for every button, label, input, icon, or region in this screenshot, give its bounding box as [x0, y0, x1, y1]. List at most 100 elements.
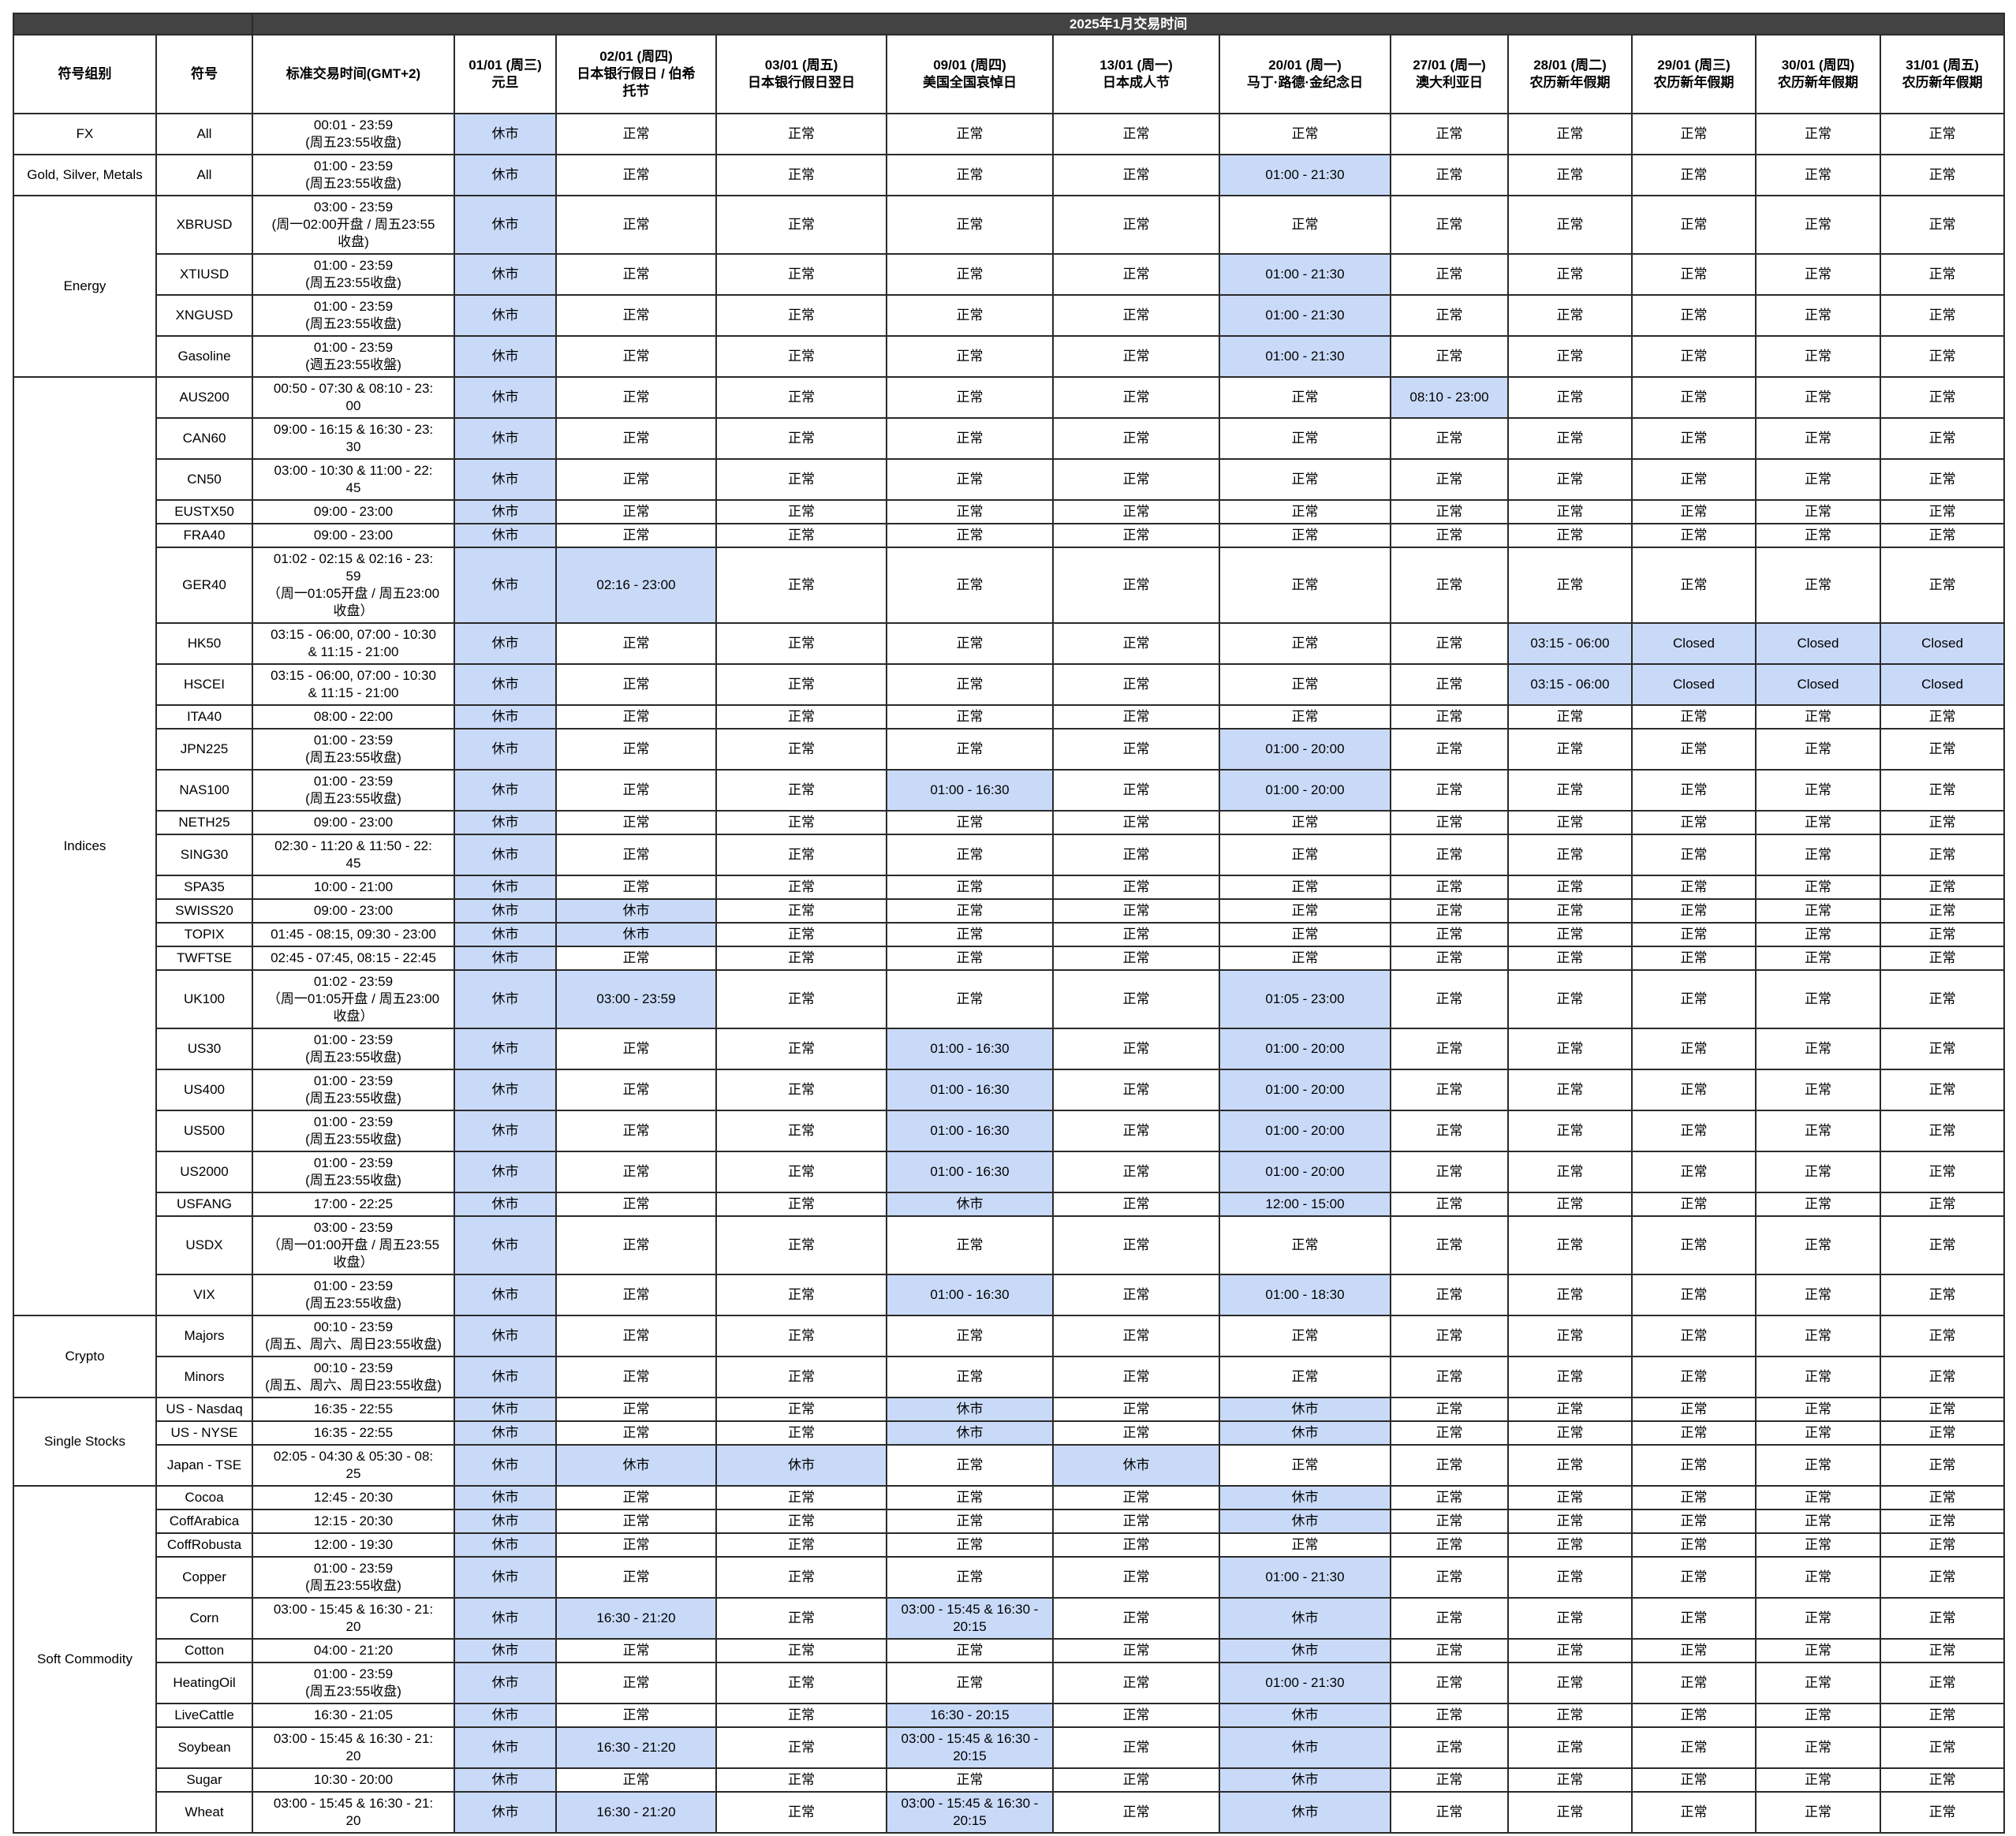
holiday-status-cell: 正常: [1631, 1069, 1757, 1111]
holiday-status-cell: 休市: [1219, 1485, 1391, 1510]
holiday-status-cell: 正常: [1631, 834, 1757, 876]
standard-hours-cell: 02:45 - 07:45, 08:15 - 22:45: [252, 946, 455, 971]
column-header: 29/01 (周三) 农历新年假期: [1631, 34, 1757, 114]
holiday-status-cell: 正常: [1879, 154, 2006, 196]
holiday-status-cell: 正常: [886, 1532, 1054, 1558]
symbol-cell: US500: [155, 1110, 253, 1152]
holiday-status-cell: 正常: [1879, 1069, 2006, 1111]
holiday-status-cell: 正常: [1631, 253, 1757, 296]
holiday-status-cell: 正常: [886, 499, 1054, 524]
holiday-status-cell: 正常: [1755, 898, 1881, 924]
holiday-status-cell: 正常: [1631, 523, 1757, 548]
standard-hours-cell: 10:30 - 20:00: [252, 1767, 455, 1793]
holiday-status-cell: 正常: [1219, 499, 1391, 524]
holiday-status-cell: 正常: [1507, 376, 1633, 419]
holiday-status-cell: 01:05 - 23:00: [1219, 969, 1391, 1029]
holiday-status-cell: 正常: [1052, 113, 1220, 155]
holiday-status-cell: 正常: [1631, 113, 1757, 155]
standard-hours-cell: 00:10 - 23:59 (周五、周六、周日23:55收盘): [252, 1315, 455, 1357]
holiday-status-cell: 正常: [1390, 1356, 1509, 1398]
standard-hours-cell: 16:35 - 22:55: [252, 1397, 455, 1422]
holiday-status-cell: 03:00 - 15:45 & 16:30 - 20:15: [886, 1726, 1054, 1769]
standard-hours-cell: 09:00 - 23:00: [252, 523, 455, 548]
holiday-status-cell: 正常: [886, 113, 1054, 155]
holiday-status-cell: 正常: [1631, 969, 1757, 1029]
standard-hours-cell: 01:00 - 23:59 (周五23:55收盘): [252, 294, 455, 337]
holiday-status-cell: 正常: [1507, 1726, 1633, 1769]
holiday-status-cell: 正常: [1219, 1315, 1391, 1357]
holiday-status-cell: 正常: [1755, 523, 1881, 548]
holiday-status-cell: 16:30 - 21:20: [555, 1597, 717, 1640]
table-row: Energy XBRUSD 03:00 - 23:59 (周一02:00开盘 / 周…: [13, 195, 2006, 378]
holiday-status-cell: 休市: [454, 1726, 557, 1769]
holiday-status-cell: 正常: [886, 417, 1054, 460]
holiday-status-cell: 正常: [1755, 1028, 1881, 1070]
holiday-status-cell: 正常: [1879, 1662, 2006, 1704]
holiday-status-cell: 正常: [1507, 1767, 1633, 1793]
holiday-status-cell: 正常: [555, 458, 717, 501]
standard-hours-cell: 12:45 - 20:30: [252, 1485, 455, 1510]
holiday-status-cell: 正常: [1219, 195, 1391, 255]
holiday-status-cell: 休市: [454, 523, 557, 548]
holiday-status-cell: 正常: [555, 154, 717, 196]
holiday-status-cell: 正常: [1507, 769, 1633, 812]
column-header: 20/01 (周一) 马丁·路德·金纪念日: [1219, 34, 1391, 114]
standard-hours-cell: 01:00 - 23:59 (周五23:55收盘): [252, 728, 455, 771]
symbol-group-cell: Energy: [13, 195, 157, 378]
holiday-status-cell: 正常: [1879, 1420, 2006, 1446]
holiday-status-cell: 正常: [1390, 1638, 1509, 1663]
holiday-status-cell: 正常: [886, 1638, 1054, 1663]
holiday-status-cell: 正常: [1052, 1485, 1220, 1510]
holiday-status-cell: 01:00 - 16:30: [886, 1151, 1054, 1193]
holiday-status-cell: 正常: [1507, 1274, 1633, 1316]
standard-hours-cell: 00:01 - 23:59 (周五23:55收盘): [252, 113, 455, 155]
holiday-status-cell: 正常: [1052, 1597, 1220, 1640]
holiday-status-cell: 正常: [1755, 1556, 1881, 1599]
holiday-status-cell: 正常: [886, 1767, 1054, 1793]
holiday-status-cell: 01:00 - 20:00: [1219, 1151, 1391, 1193]
holiday-status-cell: 休市: [454, 834, 557, 876]
holiday-status-cell: 正常: [715, 769, 887, 812]
holiday-status-cell: 正常: [555, 294, 717, 337]
holiday-status-cell: 正常: [1052, 1397, 1220, 1422]
standard-hours-cell: 12:00 - 19:30: [252, 1532, 455, 1558]
holiday-status-cell: 正常: [715, 898, 887, 924]
column-header: 02/01 (周四) 日本银行假日 / 伯希 托节: [555, 34, 717, 114]
holiday-status-cell: 正常: [1879, 1703, 2006, 1728]
holiday-status-cell: 正常: [1631, 946, 1757, 971]
holiday-status-cell: 正常: [1879, 728, 2006, 771]
table-row: CoffArabica 12:15 - 20:30 休市 正常 正常 正常 正常 休市 正常 正常…: [13, 1509, 2006, 1534]
column-header: 31/01 (周五) 农历新年假期: [1879, 34, 2006, 114]
symbol-cell: Soybean: [155, 1726, 253, 1769]
holiday-status-cell: 正常: [1755, 1638, 1881, 1663]
holiday-status-cell: 休市: [454, 946, 557, 971]
column-header: 符号: [155, 34, 253, 114]
holiday-status-cell: 正常: [1631, 1215, 1757, 1275]
holiday-status-cell: 正常: [1879, 1110, 2006, 1152]
holiday-status-cell: 01:00 - 20:00: [1219, 769, 1391, 812]
column-header: 符号组别: [13, 34, 157, 114]
holiday-status-cell: 正常: [1507, 113, 1633, 155]
holiday-status-cell: 正常: [715, 1397, 887, 1422]
holiday-status-cell: 正常: [1879, 1638, 2006, 1663]
symbol-cell: Japan - TSE: [155, 1444, 253, 1487]
table-row: US400 01:00 - 23:59 (周五23:55收盘) 休市 正常 正常 01:0…: [13, 1069, 2006, 1111]
holiday-status-cell: 正常: [1507, 1791, 1633, 1834]
holiday-status-cell: 正常: [1631, 875, 1757, 900]
standard-hours-cell: 01:00 - 23:59 (周五23:55收盘): [252, 1069, 455, 1111]
holiday-status-cell: Closed: [1631, 622, 1757, 665]
symbol-cell: SING30: [155, 834, 253, 876]
holiday-status-cell: Closed: [1631, 663, 1757, 706]
holiday-status-cell: 正常: [1631, 769, 1757, 812]
holiday-status-cell: 正常: [1052, 922, 1220, 947]
holiday-status-cell: 正常: [1390, 946, 1509, 971]
holiday-status-cell: 休市: [454, 1791, 557, 1834]
table-row: Gasoline 01:00 - 23:59 (週五23:55收盤) 休市 正常 正常正…: [13, 335, 2006, 378]
holiday-status-cell: 正常: [1507, 946, 1633, 971]
standard-hours-cell: 01:00 - 23:59 (周五23:55收盘): [252, 1556, 455, 1599]
holiday-status-cell: 休市: [1219, 1420, 1391, 1446]
holiday-status-cell: 正常: [1755, 253, 1881, 296]
holiday-status-cell: 正常: [1755, 113, 1881, 155]
holiday-status-cell: 正常: [715, 1485, 887, 1510]
symbol-cell: US - Nasdaq: [155, 1397, 253, 1422]
